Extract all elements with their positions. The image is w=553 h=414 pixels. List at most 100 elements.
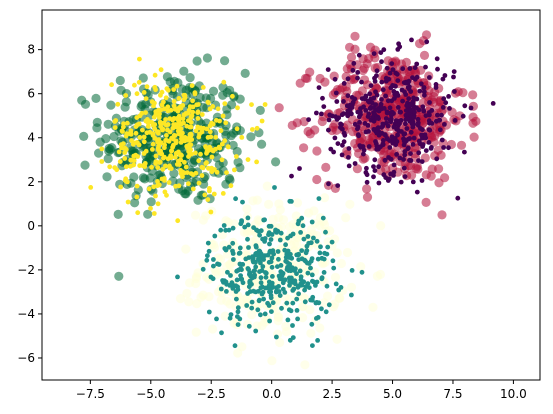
scatter-point — [193, 128, 199, 134]
scatter-point — [205, 197, 211, 202]
scatter-point — [408, 129, 414, 135]
scatter-point — [259, 268, 265, 273]
scatter-point — [211, 191, 217, 197]
scatter-point — [235, 305, 241, 311]
scatter-point — [326, 117, 332, 123]
scatter-point — [245, 215, 251, 221]
scatter-point — [151, 211, 157, 216]
scatter-point — [365, 114, 371, 119]
scatter-point — [416, 158, 421, 164]
scatter-point — [373, 141, 379, 147]
scatter-point — [228, 273, 233, 278]
scatter-point — [269, 232, 275, 237]
scatter-point — [249, 102, 254, 107]
scatter-point — [150, 147, 155, 152]
scatter-point — [205, 135, 211, 140]
scatter-point — [371, 51, 377, 56]
scatter-point — [334, 117, 340, 122]
scatter-point — [349, 268, 355, 273]
scatter-point — [314, 316, 319, 321]
scatter-point — [247, 280, 253, 286]
scatter-point — [429, 121, 435, 126]
scatter-point — [330, 272, 341, 282]
scatter-point — [319, 275, 325, 281]
scatter-point — [190, 186, 196, 192]
scatter-point — [140, 127, 145, 133]
scatter-point — [306, 285, 312, 290]
scatter-point — [447, 106, 452, 111]
scatter-point — [226, 131, 236, 141]
scatter-point — [269, 255, 275, 261]
series-viridis — [88, 37, 496, 349]
scatter-point — [462, 149, 467, 155]
scatter-point — [452, 118, 458, 123]
scatter-point — [289, 173, 294, 179]
scatter-point — [435, 112, 440, 118]
scatter-point — [182, 288, 192, 298]
scatter-point — [271, 251, 276, 257]
y-tick-label: 0 — [27, 219, 35, 233]
scatter-point — [157, 150, 163, 156]
scatter-point — [155, 130, 161, 136]
scatter-point — [418, 81, 424, 87]
scatter-point — [106, 100, 116, 110]
scatter-point — [80, 99, 91, 109]
scatter-point — [414, 189, 420, 195]
scatter-point — [458, 88, 468, 98]
scatter-point — [300, 223, 306, 229]
scatter-point — [350, 67, 356, 73]
scatter-point — [468, 90, 478, 100]
scatter-point — [370, 53, 380, 63]
scatter-point — [282, 247, 288, 253]
scatter-point — [279, 305, 284, 311]
scatter-point — [359, 79, 364, 85]
scatter-point — [404, 126, 410, 131]
scatter-point — [221, 79, 227, 85]
scatter-point — [180, 170, 185, 176]
scatter-point — [319, 111, 324, 117]
scatter-point — [306, 117, 311, 122]
scatter-point — [294, 296, 300, 302]
scatter-point — [273, 289, 279, 295]
scatter-point — [446, 145, 451, 151]
scatter-point — [416, 138, 422, 144]
scatter-point — [240, 199, 245, 205]
scatter-point — [419, 159, 425, 165]
scatter-point — [361, 147, 367, 153]
scatter-point — [383, 78, 389, 84]
scatter-point — [190, 156, 200, 166]
scatter-point — [132, 82, 137, 88]
scatter-point — [402, 174, 408, 180]
scatter-point — [299, 248, 305, 254]
scatter-point — [364, 165, 369, 171]
scatter-point — [384, 110, 390, 116]
scatter-point — [176, 96, 182, 101]
scatter-point — [275, 337, 285, 348]
scatter-point — [172, 106, 178, 112]
scatter-point — [347, 108, 353, 113]
scatter-point — [245, 222, 251, 228]
scatter-point — [109, 82, 114, 88]
scatter-point — [290, 300, 296, 306]
scatter-point — [268, 295, 274, 301]
scatter-point — [341, 130, 347, 136]
scatter-point — [341, 139, 347, 145]
scatter-point — [125, 199, 131, 205]
scatter-point — [312, 146, 322, 156]
scatter-point — [282, 290, 288, 295]
scatter-point — [234, 126, 240, 132]
scatter-point — [162, 142, 168, 148]
scatter-point — [380, 138, 386, 143]
scatter-point — [239, 135, 245, 140]
scatter-point — [207, 123, 213, 129]
scatter-point — [320, 95, 325, 101]
scatter-point — [256, 298, 262, 304]
scatter-point — [403, 92, 409, 97]
scatter-point — [160, 126, 165, 132]
scatter-point — [232, 343, 238, 349]
scatter-point — [92, 117, 102, 127]
scatter-point — [218, 227, 224, 233]
x-tick-label: 2.5 — [323, 387, 342, 401]
scatter-point — [426, 140, 432, 145]
